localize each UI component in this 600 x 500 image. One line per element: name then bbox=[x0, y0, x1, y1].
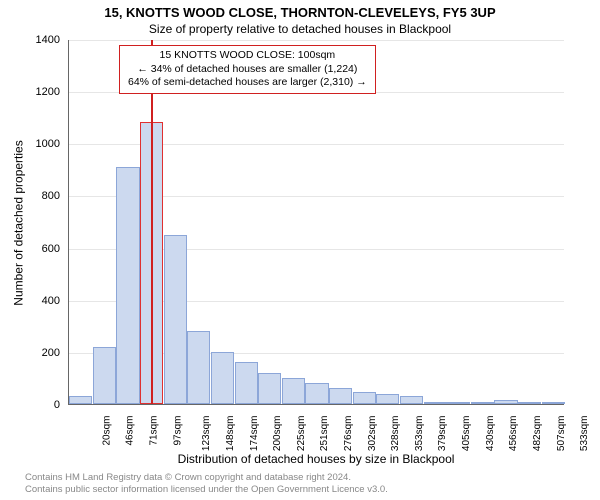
x-tick: 533sqm bbox=[579, 416, 590, 452]
bar bbox=[494, 400, 517, 404]
y-tick: 600 bbox=[0, 243, 60, 255]
bar bbox=[211, 352, 234, 404]
x-tick: 507sqm bbox=[556, 416, 567, 452]
x-tick: 379sqm bbox=[438, 416, 449, 452]
bar bbox=[471, 402, 494, 404]
y-tick: 800 bbox=[0, 190, 60, 202]
bar bbox=[235, 362, 258, 404]
bar bbox=[542, 402, 565, 404]
bar bbox=[376, 394, 399, 404]
y-tick: 1000 bbox=[0, 138, 60, 150]
x-tick: 302sqm bbox=[367, 416, 378, 452]
bar bbox=[329, 388, 352, 404]
y-tick: 1200 bbox=[0, 86, 60, 98]
x-tick: 148sqm bbox=[225, 416, 236, 452]
footer-line-2: Contains public sector information licen… bbox=[25, 484, 590, 496]
x-tick: 405sqm bbox=[461, 416, 472, 452]
chart-title: 15, KNOTTS WOOD CLOSE, THORNTON-CLEVELEY… bbox=[0, 5, 600, 20]
bar-chart-plot: 20sqm46sqm71sqm97sqm123sqm148sqm174sqm20… bbox=[68, 40, 564, 405]
bar bbox=[424, 402, 447, 404]
bar bbox=[353, 392, 376, 404]
y-tick: 200 bbox=[0, 347, 60, 359]
bar bbox=[282, 378, 305, 404]
x-tick: 456sqm bbox=[508, 416, 519, 452]
footer-line-1: Contains HM Land Registry data © Crown c… bbox=[25, 472, 590, 484]
reference-line bbox=[151, 40, 153, 404]
annotation-line-1: 15 KNOTTS WOOD CLOSE: 100sqm bbox=[128, 49, 367, 63]
bar bbox=[305, 383, 328, 404]
chart-subtitle: Size of property relative to detached ho… bbox=[0, 22, 600, 36]
bar bbox=[518, 402, 541, 404]
x-tick: 46sqm bbox=[125, 416, 136, 446]
x-tick: 276sqm bbox=[343, 416, 354, 452]
x-tick: 174sqm bbox=[249, 416, 260, 452]
footer-attribution: Contains HM Land Registry data © Crown c… bbox=[25, 472, 590, 496]
x-axis-label: Distribution of detached houses by size … bbox=[68, 452, 564, 466]
x-tick: 123sqm bbox=[201, 416, 212, 452]
x-tick: 97sqm bbox=[172, 416, 183, 446]
bar bbox=[447, 402, 470, 404]
bar bbox=[187, 331, 210, 404]
x-tick: 430sqm bbox=[485, 416, 496, 452]
y-tick: 1400 bbox=[0, 34, 60, 46]
x-tick: 328sqm bbox=[390, 416, 401, 452]
x-tick: 353sqm bbox=[414, 416, 425, 452]
x-tick: 482sqm bbox=[532, 416, 543, 452]
bar bbox=[164, 235, 187, 404]
x-tick: 71sqm bbox=[149, 416, 160, 446]
x-tick: 251sqm bbox=[319, 416, 330, 452]
bar bbox=[69, 396, 92, 404]
bar bbox=[116, 167, 139, 404]
annotation-line-3: 64% of semi-detached houses are larger (… bbox=[128, 76, 367, 90]
annotation-line-2: ← 34% of detached houses are smaller (1,… bbox=[128, 63, 367, 77]
x-tick: 200sqm bbox=[272, 416, 283, 452]
x-tick: 20sqm bbox=[101, 416, 112, 446]
grid-line bbox=[69, 40, 564, 41]
y-tick: 400 bbox=[0, 295, 60, 307]
bar bbox=[400, 396, 423, 404]
bar bbox=[258, 373, 281, 404]
bar bbox=[93, 347, 116, 404]
annotation-box: 15 KNOTTS WOOD CLOSE: 100sqm ← 34% of de… bbox=[119, 45, 376, 94]
x-tick: 225sqm bbox=[296, 416, 307, 452]
y-axis-label: Number of detached properties bbox=[12, 140, 26, 305]
y-tick: 0 bbox=[0, 399, 60, 411]
